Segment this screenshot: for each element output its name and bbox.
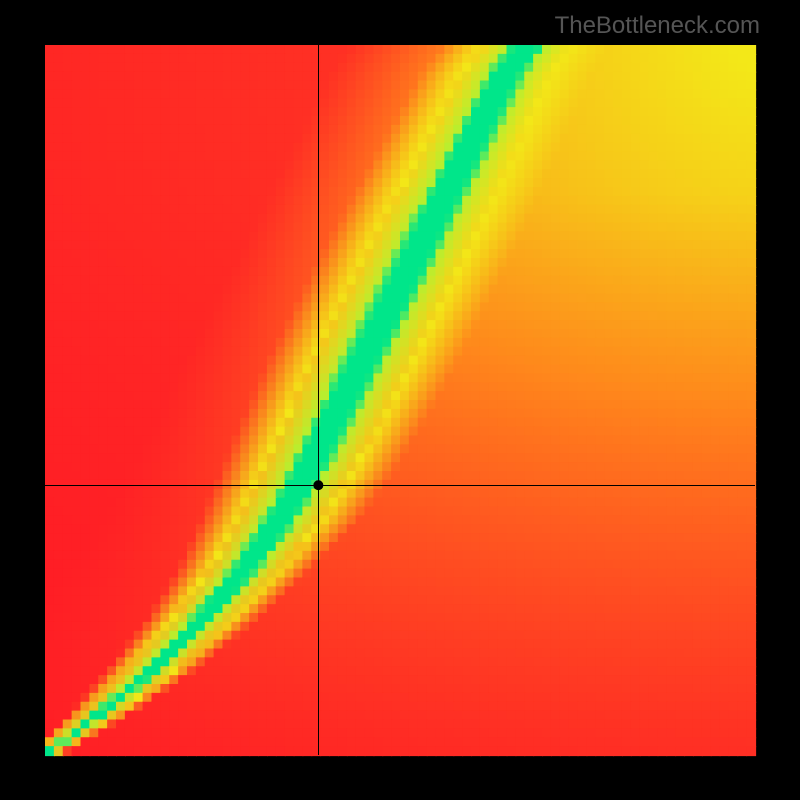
chart-stage: TheBottleneck.com bbox=[0, 0, 800, 800]
watermark-text: TheBottleneck.com bbox=[555, 12, 760, 40]
heatmap-canvas bbox=[0, 0, 800, 800]
